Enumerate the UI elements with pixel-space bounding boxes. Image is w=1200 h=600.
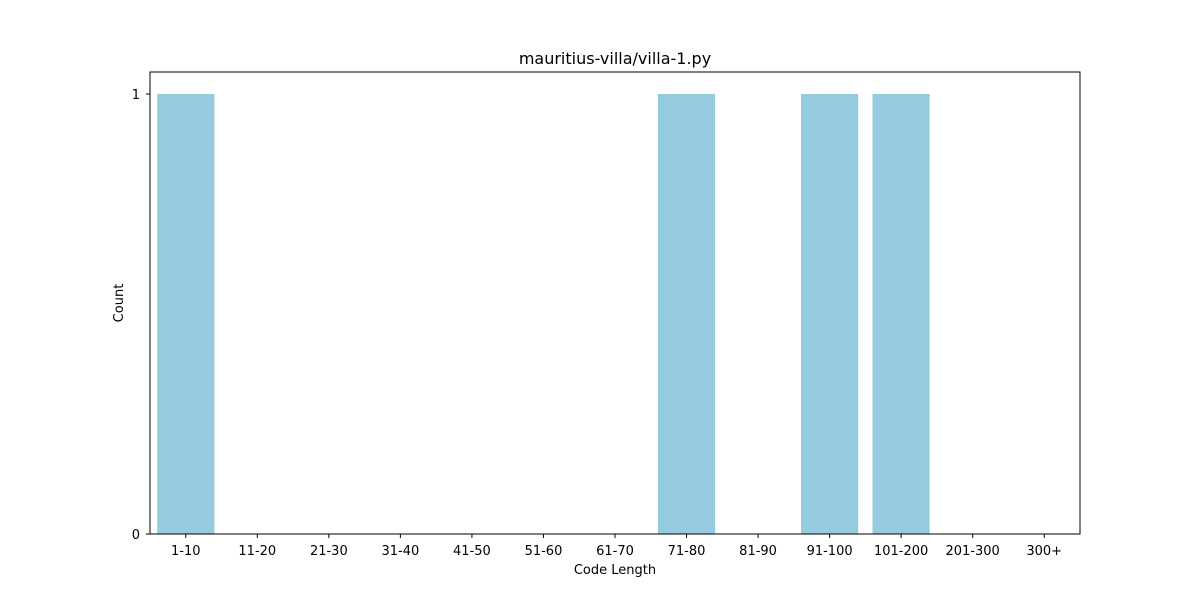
x-tick-label: 201-300: [946, 544, 1000, 559]
x-tick-label: 51-60: [525, 544, 563, 559]
x-tick-label: 101-200: [874, 544, 928, 559]
x-tick-label: 81-90: [739, 544, 777, 559]
bar-101-200: [872, 94, 930, 534]
y-tick-label: 1: [132, 88, 140, 103]
x-tick-label: 300+: [1026, 544, 1062, 559]
x-tick-label: 41-50: [453, 544, 491, 559]
x-axis-label: Code Length: [574, 563, 656, 578]
x-tick-label: 31-40: [381, 544, 419, 559]
x-axis-ticks: 1-10 11-20 21-30 31-40 41-50 51-60 61-70 71-80 8…: [171, 534, 1062, 559]
plot-frame: [149, 71, 1081, 535]
x-tick-label: 61-70: [596, 544, 634, 559]
x-tick-label: 11-20: [238, 544, 276, 559]
y-tick-label: 0: [132, 528, 140, 543]
bar-71-80: [657, 94, 716, 534]
bar-91-100: [801, 94, 859, 534]
x-tick-label: 71-80: [668, 544, 706, 559]
y-axis-label: Count: [112, 284, 127, 323]
y-axis-ticks: 01: [132, 88, 150, 543]
chart-title: mauritius-villa/villa-1.py: [519, 49, 711, 68]
x-tick-label: 1-10: [171, 544, 201, 559]
x-tick-label: 91-100: [807, 544, 853, 559]
bar-1-10: [157, 94, 215, 534]
bars-group: [157, 94, 930, 534]
x-tick-label: 21-30: [310, 544, 348, 559]
